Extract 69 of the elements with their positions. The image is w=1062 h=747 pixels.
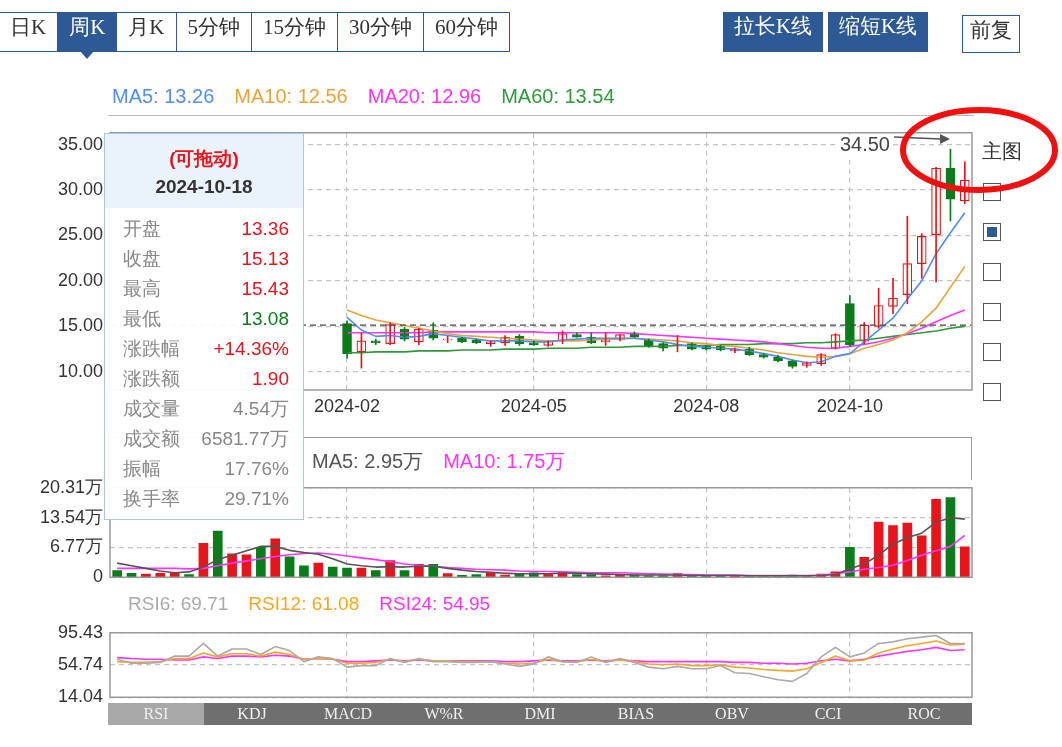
y-tick-label: 0	[92, 566, 103, 587]
text: 2024-10-18	[154, 176, 254, 198]
text: RSI12: 61.08	[248, 593, 360, 615]
category-label: 60分钟	[423, 13, 510, 51]
category-label: MACD	[300, 703, 396, 725]
x-tick-label: 2024-02	[314, 395, 381, 416]
y-tick-label: 20.00	[57, 269, 103, 290]
category-label: 日K	[0, 13, 58, 51]
category-label: 5分钟	[175, 13, 252, 51]
text: 6581.77万	[201, 428, 289, 449]
category-label: 月K	[116, 13, 176, 51]
text: 13.08	[241, 308, 289, 329]
text: 4.54万	[233, 398, 289, 419]
category-label: 最高	[123, 277, 161, 301]
category-label: 开盘	[123, 217, 161, 241]
y-tick-label: 54.74	[57, 653, 103, 674]
category-label: 涨跌幅	[123, 337, 180, 361]
text: 拉长K线	[723, 12, 823, 52]
series-label: RSI6: 69.71	[128, 593, 229, 615]
text: 29.71%	[224, 488, 289, 509]
text: MA10: 12.56	[234, 85, 348, 108]
category-label: 收盘	[123, 247, 161, 271]
category-label: BIAS	[588, 703, 684, 725]
category-label: ROC	[876, 703, 972, 725]
y-tick-label: 14.04	[57, 686, 103, 707]
text: 缩短K线	[828, 12, 928, 52]
y-tick-label: 25.00	[57, 224, 103, 245]
y-tick-label: 6.77万	[49, 536, 103, 557]
y-tick-label: 10.00	[57, 360, 103, 381]
text: (可拖动)	[168, 147, 240, 171]
text: 前复	[962, 15, 1020, 53]
text: 17.76%	[224, 458, 289, 479]
text: 13.36	[241, 218, 289, 239]
y-tick-label: 30.00	[57, 179, 103, 200]
y-tick-label: 35.00	[57, 133, 103, 154]
x-tick-label: 2024-10	[816, 395, 883, 416]
text: MA5: 13.26	[112, 85, 215, 108]
category-label: 换手率	[123, 487, 180, 511]
category-label: CCI	[780, 703, 876, 725]
y-tick-label: 20.31万	[39, 476, 103, 497]
annotation: 34.50	[839, 133, 890, 156]
text: 15.43	[241, 278, 289, 299]
category-label: DMI	[492, 703, 588, 725]
category-label: OBV	[684, 703, 780, 725]
category-label: 30分钟	[337, 13, 424, 51]
y-tick-label: 95.43	[57, 621, 103, 642]
text: 主图	[982, 139, 1022, 164]
text: +14.36%	[213, 338, 289, 359]
category-label: 成交量	[123, 397, 180, 421]
text: 1.90	[252, 368, 289, 389]
text: 15.13	[241, 248, 289, 269]
category-label: W%R	[396, 703, 492, 725]
y-tick-label: 13.54万	[39, 506, 103, 527]
category-label: 振幅	[123, 457, 161, 481]
text: MA60: 13.54	[501, 85, 615, 108]
x-tick-label: 2024-05	[500, 395, 567, 416]
y-tick-label: 15.00	[57, 315, 103, 336]
text: MA10: 1.75万	[443, 449, 566, 474]
category-label: RSI	[108, 703, 204, 725]
text: RSI24: 54.95	[379, 593, 491, 615]
x-tick-label: 2024-08	[673, 395, 740, 416]
text: MA20: 12.96	[367, 85, 482, 108]
category-label: 最低	[123, 307, 161, 331]
text: MA5: 2.95万	[312, 449, 424, 474]
category-label: 成交额	[123, 427, 180, 451]
category-label: 周K	[57, 13, 117, 51]
category-label: 15分钟	[251, 13, 338, 51]
category-label: KDJ	[204, 703, 300, 725]
category-label: 涨跌额	[123, 367, 180, 391]
